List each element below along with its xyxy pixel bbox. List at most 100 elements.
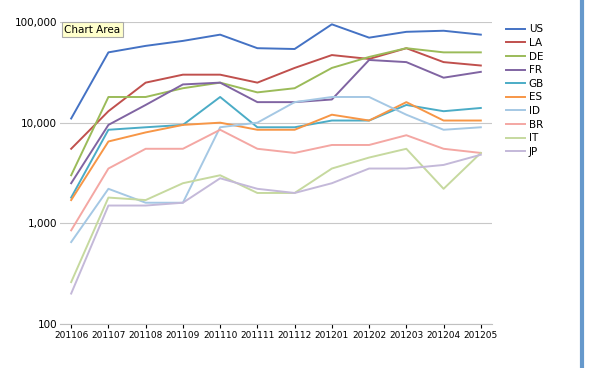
US	[254, 46, 261, 50]
ID	[179, 201, 187, 205]
BR	[254, 146, 261, 151]
Line: DE: DE	[71, 48, 481, 175]
BR	[477, 151, 484, 155]
IT	[142, 198, 149, 202]
LA	[217, 72, 224, 77]
ES	[328, 113, 335, 117]
LA	[68, 146, 75, 151]
ID	[254, 120, 261, 125]
FR	[254, 100, 261, 105]
ID	[217, 125, 224, 130]
US	[403, 29, 410, 34]
JP	[179, 201, 187, 205]
ES	[179, 123, 187, 127]
GB	[328, 118, 335, 123]
ES	[142, 130, 149, 135]
IT	[254, 191, 261, 195]
LA	[403, 46, 410, 50]
JP	[254, 187, 261, 191]
GB	[365, 118, 373, 123]
DE	[68, 173, 75, 177]
Text: Chart Area: Chart Area	[64, 25, 120, 35]
LA	[477, 63, 484, 68]
BR	[328, 143, 335, 147]
DE	[403, 46, 410, 50]
GB	[403, 103, 410, 107]
US	[440, 29, 447, 33]
US	[105, 50, 112, 54]
Line: GB: GB	[71, 97, 481, 198]
US	[328, 22, 335, 26]
IT	[440, 187, 447, 191]
DE	[254, 90, 261, 95]
JP	[68, 291, 75, 296]
Line: US: US	[71, 24, 481, 118]
LA	[440, 60, 447, 64]
DE	[142, 95, 149, 99]
IT	[328, 166, 335, 171]
ES	[254, 128, 261, 132]
FR	[328, 97, 335, 102]
US	[291, 47, 298, 51]
DE	[291, 86, 298, 91]
GB	[105, 128, 112, 132]
Line: LA: LA	[71, 48, 481, 149]
GB	[179, 123, 187, 127]
ES	[477, 118, 484, 123]
IT	[477, 151, 484, 155]
FR	[291, 100, 298, 105]
Line: JP: JP	[71, 155, 481, 294]
Legend: US, LA, DE, FR, GB, ES, ID, BR, IT, JP: US, LA, DE, FR, GB, ES, ID, BR, IT, JP	[506, 24, 544, 157]
LA	[328, 53, 335, 57]
LA	[105, 109, 112, 113]
Line: IT: IT	[71, 149, 481, 282]
GB	[477, 106, 484, 110]
JP	[105, 204, 112, 208]
ID	[291, 100, 298, 105]
BR	[105, 166, 112, 171]
FR	[179, 82, 187, 86]
Line: ES: ES	[71, 102, 481, 200]
FR	[365, 58, 373, 62]
IT	[105, 195, 112, 200]
LA	[365, 57, 373, 61]
FR	[142, 103, 149, 107]
GB	[142, 125, 149, 130]
FR	[217, 81, 224, 85]
BR	[365, 143, 373, 147]
BR	[403, 133, 410, 137]
JP	[440, 163, 447, 167]
FR	[477, 70, 484, 74]
JP	[142, 204, 149, 208]
ES	[365, 118, 373, 123]
DE	[105, 95, 112, 99]
IT	[291, 191, 298, 195]
LA	[179, 72, 187, 77]
BR	[440, 146, 447, 151]
LA	[291, 66, 298, 70]
JP	[328, 181, 335, 185]
JP	[217, 176, 224, 180]
IT	[365, 155, 373, 160]
JP	[477, 152, 484, 157]
GB	[440, 109, 447, 113]
DE	[328, 66, 335, 70]
LA	[142, 81, 149, 85]
Line: BR: BR	[71, 130, 481, 230]
GB	[217, 95, 224, 99]
ES	[440, 118, 447, 123]
BR	[217, 128, 224, 132]
ID	[328, 95, 335, 99]
ES	[291, 128, 298, 132]
FR	[68, 181, 75, 185]
ID	[105, 187, 112, 191]
ID	[142, 201, 149, 205]
ID	[365, 95, 373, 99]
GB	[68, 195, 75, 200]
BR	[291, 151, 298, 155]
IT	[403, 146, 410, 151]
ES	[403, 100, 410, 105]
DE	[217, 81, 224, 85]
IT	[179, 181, 187, 185]
Line: ID: ID	[71, 97, 481, 242]
